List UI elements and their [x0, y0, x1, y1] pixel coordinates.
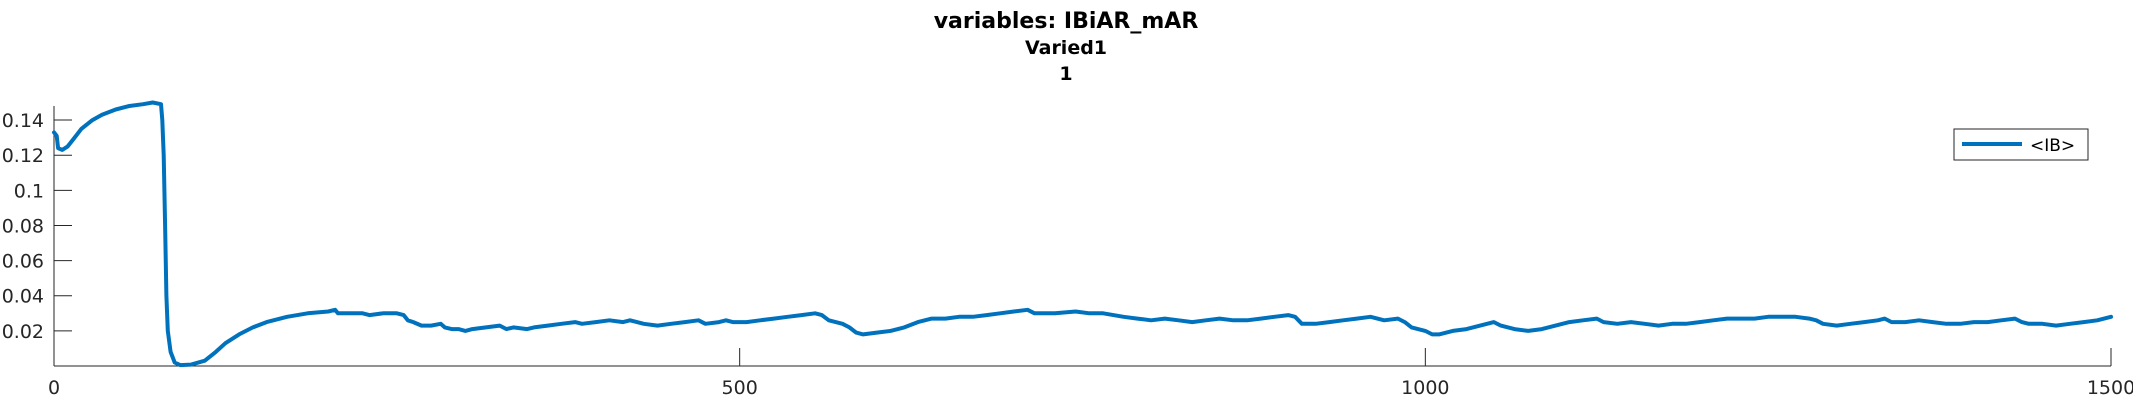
- y-tick-label: 0.04: [2, 286, 44, 308]
- x-tick-label: 1500: [2087, 377, 2133, 399]
- x-tick-label: 0: [48, 377, 60, 399]
- y-tick-label: 0.14: [2, 110, 44, 132]
- plot-area: 0 500 1000 1500 0.02 0.04 0.06 0.08 0.1 0.12 0.14: [2, 100, 2133, 399]
- chart-subtitle-2: 1: [1059, 63, 1072, 85]
- y-tick-label: 0.12: [2, 145, 44, 167]
- y-tick-label: 0.06: [2, 251, 44, 273]
- y-tick-label: 0.1: [14, 180, 44, 202]
- chart-title: variables: IBiAR_mAR: [934, 9, 1199, 34]
- legend: <IB>: [1953, 128, 2089, 161]
- y-tick-label: 0.08: [2, 215, 44, 237]
- series-line-ib: [52, 100, 2113, 368]
- chart-subtitle-1: Varied1: [1025, 37, 1107, 59]
- x-tick-label: 500: [722, 377, 758, 399]
- legend-label-ib: <IB>: [2030, 136, 2075, 156]
- y-tick-label: 0.02: [2, 321, 44, 343]
- x-tick-label: 1000: [1401, 377, 1449, 399]
